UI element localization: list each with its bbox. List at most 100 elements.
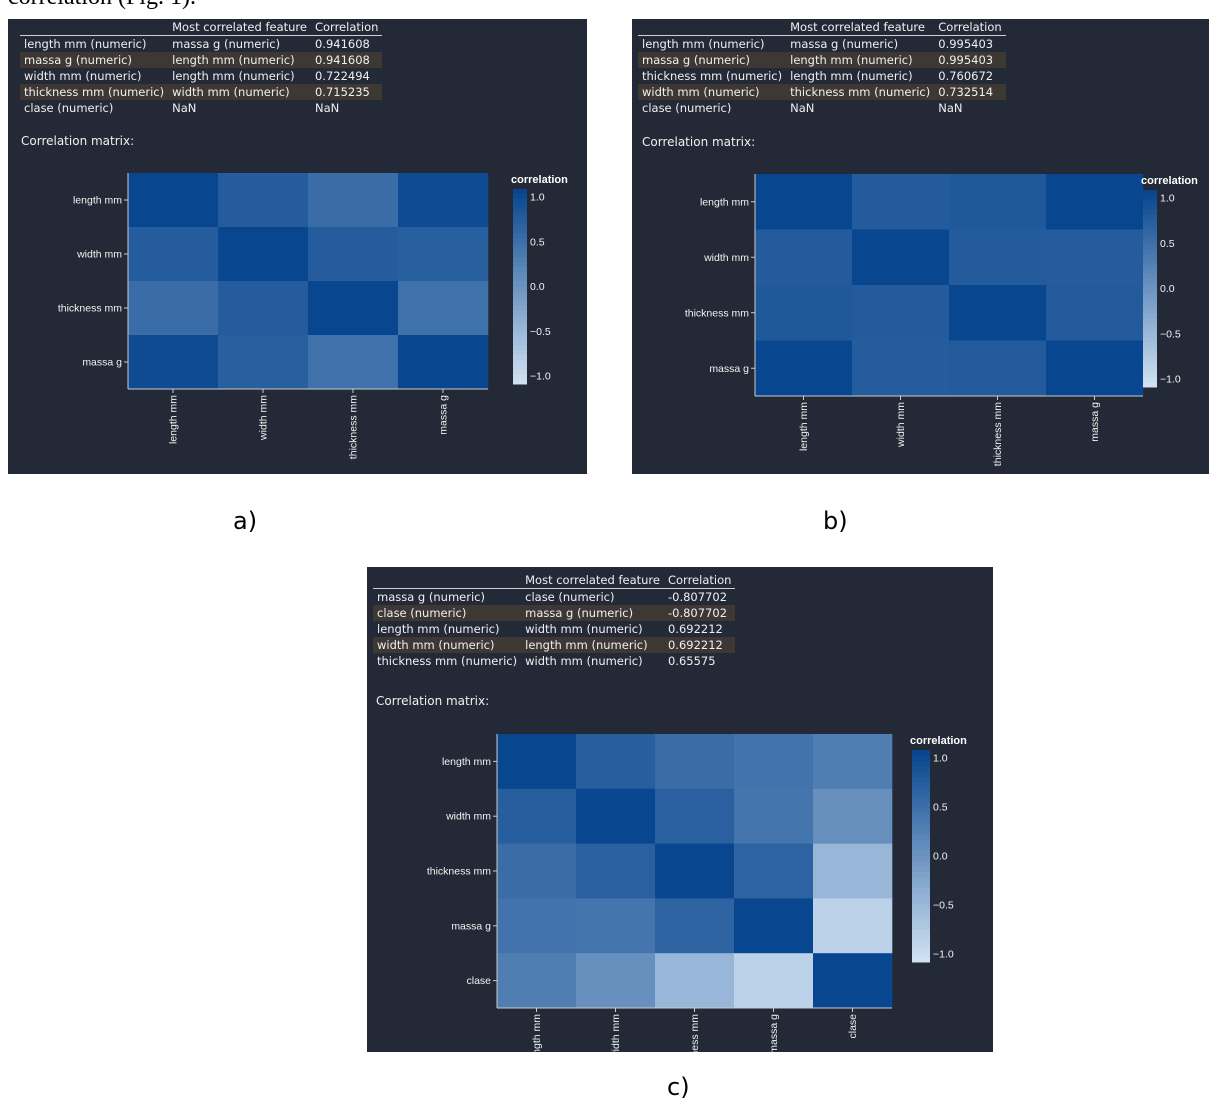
x-tick-label: thickness mm [348,395,360,459]
heatmap-cell [128,173,219,228]
colorbar-segment [912,781,930,788]
table-cell: thickness mm (numeric) [786,84,935,100]
heatmap-cell [852,229,950,286]
colorbar-tick-label: 1.0 [530,192,545,204]
table-cell: length mm (numeric) [168,52,311,68]
colorbar-segment [912,956,930,963]
colorbar-segment [912,840,930,846]
y-tick-label: length mm [73,195,122,207]
heatmap-cell [128,281,219,336]
heatmap-cell [398,281,489,336]
table-cell: width mm (numeric) [373,637,522,653]
colorbar-segment [1143,229,1157,235]
table-cell: 0.760672 [938,69,994,83]
heatmap-cell [655,898,735,954]
table-header [373,572,522,589]
colorbar-segment [1143,244,1157,250]
colorbar-segment [513,315,527,322]
colorbar-segment [912,866,930,873]
heatmap-cell [852,285,950,341]
colorbar-segment [1143,224,1157,230]
colorbar-segment [1143,313,1157,319]
table-cell: massa g (numeric) [377,590,485,604]
correlation-matrix-label: Correlation matrix: [21,134,135,148]
heatmap-cell [852,340,950,397]
y-tick-label: clase [466,975,491,987]
colorbar-segment [1143,362,1157,368]
colorbar-segment [912,771,930,777]
table-cell: massa g (numeric) [20,52,169,68]
heatmap-cell [813,734,893,790]
heatmap-cell [308,281,399,336]
colorbar-segment [912,877,930,883]
table-cell: massa g (numeric) [790,37,899,51]
table-cell: clase (numeric) [642,101,732,115]
heatmap-cell [308,335,399,390]
correlation-table: Most correlated feature Correlation mass… [373,572,736,669]
document-heading: correlation (Fig. 1). [8,0,196,11]
table-cell: width mm (numeric) [24,69,142,83]
table-cell: 0.995403 [938,37,994,51]
y-tick-label: width mm [445,811,491,823]
heatmap-cell [734,734,814,790]
table-cell: 0.722494 [314,69,370,83]
heatmap-cell [218,281,309,336]
colorbar-segment [513,369,527,375]
colorbar-segment [912,903,930,910]
colorbar-segment [513,203,527,209]
heatmap-cell [1046,340,1144,397]
colorbar-segment [513,252,527,258]
x-tick-label: width mm [895,402,907,448]
correlation-matrix-label: Correlation matrix: [642,135,756,149]
colorbar-segment [513,281,527,287]
heatmap-cell [576,898,656,954]
table-cell: NaN [172,101,197,115]
colorbar-tick-label: 1.0 [1160,193,1175,205]
correlation-heatmap: length mm width mm thickness mm massa g clas… [427,734,967,1052]
colorbar-segment [513,330,527,336]
colorbar-segment [1143,308,1157,314]
colorbar-tick-label: 0.0 [530,281,545,293]
colorbar-segment [912,776,930,783]
colorbar-title: correlation [910,735,967,747]
heatmap-cell [755,229,853,286]
colorbar-segment [513,379,527,385]
correlation-heatmap: length mm width mm thickness mm massa g leng… [685,174,1198,466]
colorbar-segment [912,765,930,772]
colorbar-segment [1143,273,1157,280]
table-row: width mm (numeric) thickness mm (numeric… [638,84,1006,100]
colorbar-segment [912,861,930,868]
colorbar-segment [513,218,527,224]
colorbar-segment [513,213,527,219]
colorbar-segment [912,887,930,894]
colorbar-segment [1143,239,1157,245]
colorbar-segment [513,257,527,263]
colorbar-segment [513,286,527,292]
table-cell: NaN [938,101,963,115]
colorbar-segment [513,374,527,380]
x-tick-label: length mm [798,402,810,451]
colorbar-tick-label: 0.0 [933,851,948,863]
colorbar-segment [912,946,930,952]
colorbar-segment [513,325,527,331]
heatmap-cell [734,788,814,844]
colorbar-segment [1143,209,1157,216]
x-tick-label: massa g [768,1014,780,1052]
heatmap-cell [497,843,577,899]
table-header [638,19,787,36]
correlation-panel-b: Most correlated feature Correlation leng… [632,19,1209,474]
colorbar-tick-label: 0.5 [530,236,545,248]
heatmap-cell [398,335,489,390]
y-tick-label: massa g [709,363,749,375]
y-tick-label: length mm [442,756,491,768]
colorbar-segment [912,893,930,899]
heatmap-cell [755,174,853,230]
colorbar-tick-label: −1.0 [530,371,551,383]
colorbar-segment [1143,303,1157,309]
table-cell: clase (numeric) [373,605,522,621]
colorbar-segment [912,750,930,756]
colorbar-segment [912,935,930,942]
colorbar-segment [1143,322,1157,329]
colorbar-segment [513,208,527,214]
colorbar-segment [912,818,930,825]
